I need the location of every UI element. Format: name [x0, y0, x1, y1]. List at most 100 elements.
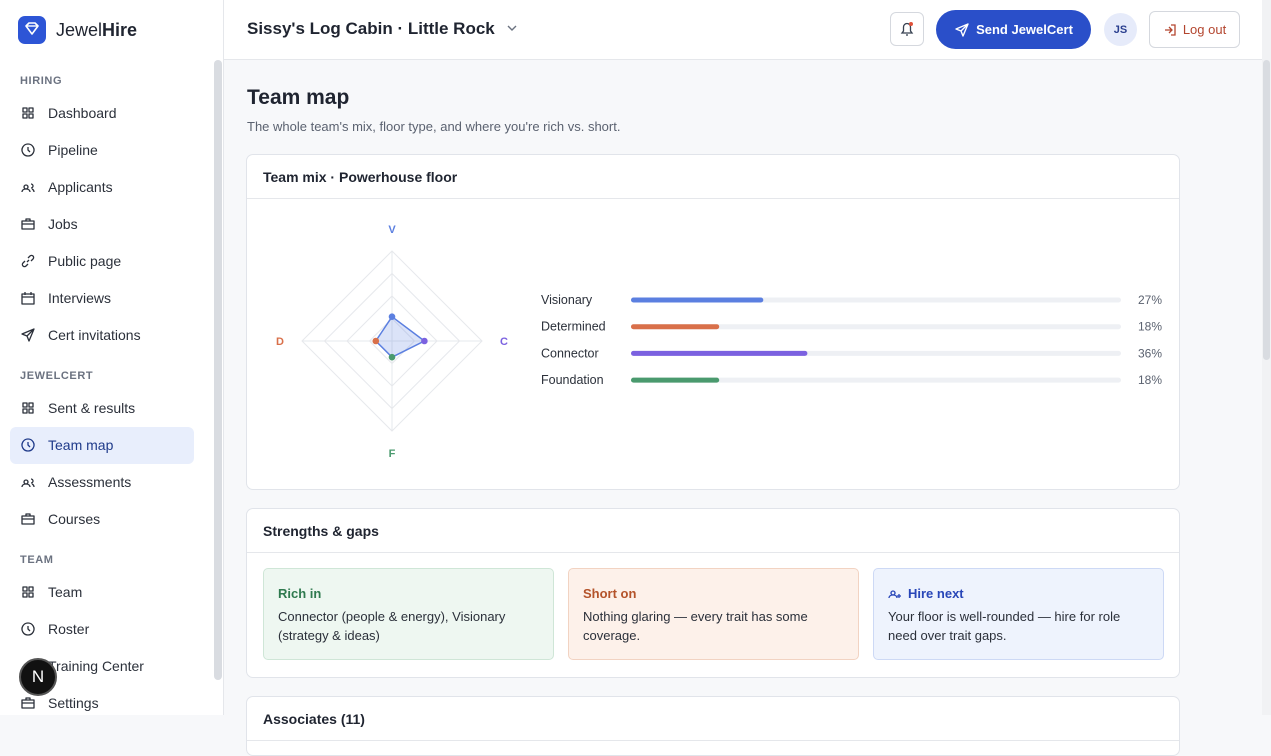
radar-point: [388, 353, 396, 361]
logo-icon: [18, 16, 46, 44]
nav-icon: [21, 143, 35, 157]
brand[interactable]: JewelHire: [56, 20, 137, 40]
nav-item[interactable]: Cert invitations: [10, 317, 194, 354]
icon-shape: [21, 513, 35, 525]
box-text: Your floor is well-rounded — hire for ro…: [888, 609, 1121, 643]
bar-track: [631, 324, 1121, 330]
brand-first: Jewel: [56, 20, 103, 40]
box-title: Rich in: [278, 584, 539, 603]
radar-shape: [374, 315, 426, 359]
sidebar-scrollbar: [214, 60, 222, 680]
nav-item[interactable]: Jobs: [10, 206, 194, 243]
logout-button[interactable]: Log out: [1149, 11, 1240, 48]
section-label: HIRING: [20, 74, 63, 87]
nav-label: Assessments: [48, 474, 132, 490]
card-title: Team mix · Powerhouse floor: [263, 168, 458, 185]
logout-label: Log out: [1182, 22, 1227, 37]
radar-axis-label: V: [388, 224, 396, 236]
icon-shape: [21, 292, 35, 305]
nav-icon: [21, 183, 35, 193]
dev-badge[interactable]: N: [19, 658, 57, 696]
bar: [631, 324, 720, 330]
nav-label: Sent & results: [48, 400, 136, 416]
bar: [631, 350, 808, 356]
nav-icon: [21, 697, 35, 709]
nav-item[interactable]: Applicants: [10, 169, 194, 206]
nav-label: Courses: [48, 511, 101, 527]
icon-shape: [21, 438, 35, 452]
location-picker[interactable]: Sissy's Log Cabin · Little Rock: [247, 19, 518, 39]
nav-icon: [21, 478, 35, 488]
notifications[interactable]: [890, 12, 924, 46]
icon-shape: [22, 586, 34, 598]
icon-shape: [22, 402, 34, 414]
strength-box: Hire next Your floor is well-rounded — hi…: [873, 568, 1164, 660]
icon-shape: [21, 328, 35, 342]
icon-shape: [21, 218, 35, 230]
section-label: JEWELCERT: [20, 369, 94, 382]
box-text: Nothing glaring — every trait has some c…: [583, 609, 808, 643]
radar-axis-label: F: [389, 448, 396, 460]
nav-item[interactable]: Sent & results: [10, 390, 194, 427]
nav-item[interactable]: Courses: [10, 501, 194, 538]
brand-second: Hire: [102, 20, 138, 40]
card-header: Team mix · Powerhouse floor: [247, 155, 1179, 199]
nav-icon: [21, 254, 35, 268]
strength-box: Short on Nothing glaring — every trait ha…: [568, 568, 859, 660]
trait-label: Connector: [541, 346, 599, 360]
radar-point: [421, 337, 428, 345]
nav-icon: [21, 622, 35, 636]
nav-icon: [22, 402, 34, 414]
nav-item[interactable]: Team: [10, 574, 194, 611]
strengths-card: Strengths & gaps Rich in Connector (peopl…: [246, 508, 1180, 678]
nav-label: Team: [48, 584, 83, 600]
radar-point: [372, 337, 380, 345]
location: Sissy's Log Cabin · Little Rock: [247, 19, 495, 38]
bar: [631, 377, 720, 383]
team-mix-chart: V Visionary 27% D Determined 18% C Connector 36%…: [276, 224, 1162, 460]
icon-shape: [888, 590, 901, 599]
card-title: Associates (11): [263, 710, 365, 727]
send-button[interactable]: Send JewelCert: [936, 10, 1091, 49]
nav-label: Training Center: [48, 658, 144, 674]
nav-icon: [22, 586, 34, 598]
nav-label: Jobs: [48, 216, 78, 232]
trait-label: Foundation: [541, 373, 604, 387]
icon-shape: [21, 622, 35, 636]
nav-item[interactable]: Team map: [10, 426, 194, 464]
nav-icon: [21, 513, 35, 525]
card-header: Strengths & gaps: [247, 509, 1179, 553]
nav-label: Cert invitations: [48, 327, 141, 343]
nav-item[interactable]: Settings: [10, 685, 194, 716]
nav-item[interactable]: Assessments: [10, 464, 194, 501]
sidebar: JewelHire HIRING Dashboard Pipeline Applica…: [0, 0, 224, 715]
nav-item[interactable]: Dashboard: [10, 95, 194, 132]
strength-box: Rich in Connector (people & energy), Visi…: [263, 568, 554, 660]
nav-item[interactable]: Pipeline: [10, 132, 194, 169]
bar-value-label: 18%: [1138, 373, 1162, 387]
bar-track: [631, 377, 1121, 383]
nav-item[interactable]: Public page: [10, 243, 194, 280]
icon-shape: [21, 254, 35, 268]
box-icon: [888, 590, 901, 599]
avatar[interactable]: JS: [1104, 13, 1137, 46]
nav-label: Interviews: [48, 290, 112, 306]
icon-shape: [22, 107, 34, 119]
nav-label: Roster: [48, 621, 90, 637]
section-label: TEAM: [20, 553, 54, 566]
scroll-thumb: [1263, 60, 1270, 360]
nav-item[interactable]: Roster: [10, 611, 194, 648]
bar-value-label: 18%: [1138, 320, 1162, 334]
associates-card: Associates (11): [246, 696, 1180, 756]
page-scrollbar: [1262, 0, 1271, 715]
icon-shape: [21, 697, 35, 709]
box-text: Connector (people & energy), Visionary (…: [278, 609, 506, 643]
nav-item[interactable]: Interviews: [10, 280, 194, 317]
team-mix-card: Team mix · Powerhouse floor V Visionary 27…: [246, 154, 1180, 490]
send-label: Send JewelCert: [976, 22, 1073, 37]
box-title: Hire next: [888, 584, 1149, 603]
trait-label: Visionary: [541, 293, 593, 307]
nav-icon: [21, 328, 35, 342]
icon-shape: [21, 143, 35, 157]
